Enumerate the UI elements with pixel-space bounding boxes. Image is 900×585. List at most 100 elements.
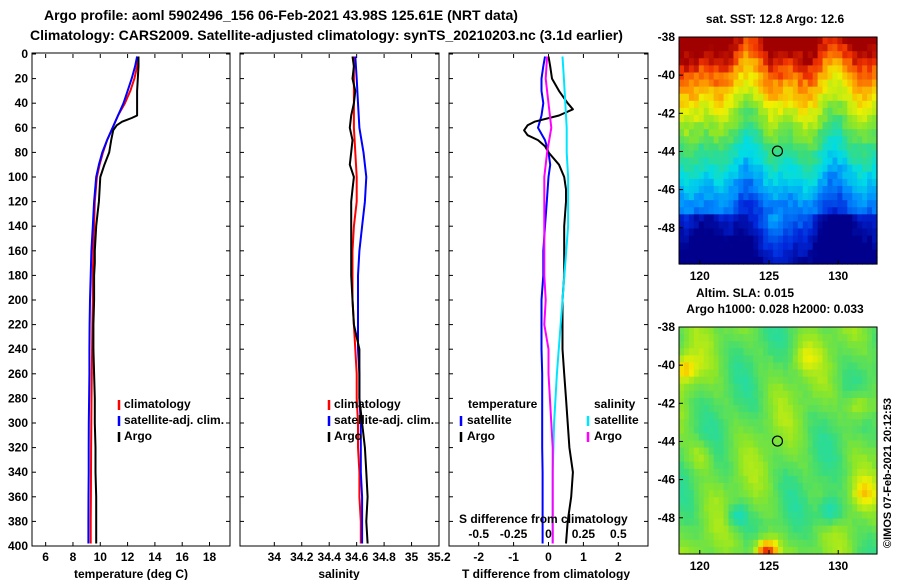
map-cell [703,483,710,491]
map-cell [847,72,853,81]
y-tick-label: 280 [8,391,28,405]
map-cell [773,51,779,59]
map-cell [693,440,700,449]
map-cell [857,397,863,406]
map-cell [753,483,759,491]
map-cell [792,383,799,392]
map-cell [862,348,868,356]
map-cell [827,483,834,491]
map-cell [852,171,858,180]
map-cell [807,228,814,237]
map-cell [778,497,784,505]
y-tick-label: 360 [8,490,28,504]
map-cell [797,525,804,534]
map-cell [698,207,705,215]
map-cell [718,419,725,427]
map-cell [683,72,690,81]
map-cell [797,207,804,215]
map-cell [872,348,878,356]
map-cell [693,362,700,371]
map-cell [852,242,858,251]
map-cell [867,433,873,442]
map-cell [852,44,858,52]
map-cell [713,136,720,144]
map-cell [852,193,858,201]
map-cell [738,412,744,420]
map-cell [792,405,799,413]
map-cell [743,157,749,166]
map-cell [847,214,853,223]
salinity-panel [239,52,440,547]
map-cell [773,454,779,463]
map-cell [743,207,749,215]
map-cell [748,433,754,442]
y-tick-label: 300 [8,416,28,430]
map-cell [703,546,710,555]
map-cell [698,327,705,335]
map-cell [872,461,878,470]
map-cell [817,447,824,456]
map-cell [703,79,710,88]
map-cell [812,461,819,470]
map-cell [748,390,754,399]
map-cell [867,546,873,555]
map-cell [683,115,690,123]
map-cell [797,383,804,392]
map-cell [698,107,705,116]
map-cell [763,362,769,371]
map-cell [807,150,814,159]
map-cell [768,164,774,173]
map-cell [867,532,873,541]
map-cell [728,58,735,66]
map-cell [698,383,705,392]
map-cell [713,390,720,399]
map-cell [743,539,749,548]
map-cell [733,426,739,434]
map-cell [842,390,848,399]
map-cell [758,461,764,470]
map-cell [728,228,735,237]
map-cell [713,532,720,541]
map-cell [827,44,834,52]
map-cell [827,129,834,137]
map-cell [758,129,764,137]
map-cell [713,178,720,187]
map-cell [872,433,878,442]
map-cell [802,376,809,385]
map-cell [782,171,789,180]
map-cell [753,454,759,463]
map-cell [827,164,834,173]
map-cell [703,221,710,230]
map-cell [832,518,838,527]
map-cell [728,341,735,349]
map-cell [708,51,715,59]
map-cell [703,143,710,152]
map-cell [723,341,730,349]
map-cell [792,200,799,208]
map-cell [827,214,834,223]
map-cell [847,164,853,173]
map-cell [723,511,730,520]
map-cell [847,504,853,513]
map-cell [708,65,715,74]
y-tick-label: 160 [8,244,28,258]
map-cell [842,65,848,74]
map-cell [872,136,878,144]
legend-salinity-title: salinity [594,397,636,411]
map-cell [688,79,695,88]
map-cell [827,185,834,194]
map-cell [688,164,695,173]
map-cell [728,546,735,555]
map-cell [763,483,769,491]
map-cell [812,65,819,74]
map-cell [787,115,794,123]
map-cell [837,79,843,88]
map-cell [773,44,779,52]
map-cell [713,214,720,223]
map-cell [817,235,824,244]
map-cell [778,468,784,477]
map-cell [792,122,799,130]
map-cell [867,72,873,81]
map-cell [698,221,705,230]
map-cell [728,44,735,52]
